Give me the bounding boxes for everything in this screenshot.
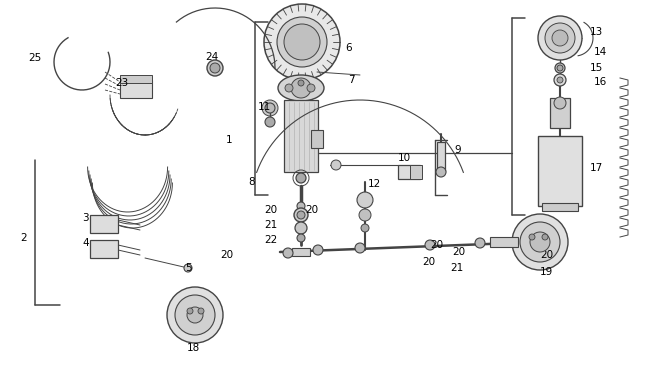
Text: 16: 16: [594, 77, 607, 87]
Circle shape: [425, 240, 435, 250]
Circle shape: [265, 117, 275, 127]
Text: 23: 23: [115, 78, 128, 88]
Circle shape: [542, 234, 548, 240]
Bar: [120, 75, 152, 83]
Text: 10: 10: [398, 153, 411, 163]
Text: 25: 25: [28, 53, 41, 63]
Bar: [292, 248, 310, 256]
Circle shape: [265, 103, 275, 113]
Text: 22: 22: [264, 235, 278, 245]
Circle shape: [357, 192, 373, 208]
Bar: [90, 240, 118, 258]
Circle shape: [331, 160, 341, 170]
Circle shape: [554, 97, 566, 109]
Text: 1: 1: [226, 135, 233, 145]
Bar: [311, 130, 323, 148]
Circle shape: [187, 307, 203, 323]
Circle shape: [361, 224, 369, 232]
Circle shape: [210, 63, 220, 73]
Bar: [550, 98, 570, 128]
Text: 21: 21: [450, 263, 463, 273]
Circle shape: [296, 173, 306, 183]
Circle shape: [298, 80, 304, 86]
Circle shape: [557, 77, 563, 83]
Circle shape: [264, 4, 340, 80]
Text: 20: 20: [264, 205, 277, 215]
Circle shape: [555, 63, 565, 73]
Circle shape: [552, 30, 568, 46]
Circle shape: [520, 222, 560, 262]
Bar: [410, 165, 422, 179]
Bar: [490, 237, 518, 247]
Circle shape: [187, 308, 193, 314]
Circle shape: [529, 234, 535, 240]
Circle shape: [538, 16, 582, 60]
Text: 11: 11: [258, 102, 271, 112]
Circle shape: [184, 264, 192, 272]
Circle shape: [355, 243, 365, 253]
Circle shape: [530, 232, 550, 252]
Circle shape: [313, 245, 323, 255]
Circle shape: [207, 60, 223, 76]
Ellipse shape: [278, 75, 324, 101]
Text: 20: 20: [305, 205, 318, 215]
Circle shape: [554, 74, 566, 86]
Text: 19: 19: [540, 267, 553, 277]
Text: 6: 6: [345, 43, 352, 53]
Circle shape: [557, 65, 563, 71]
Circle shape: [198, 308, 204, 314]
Circle shape: [277, 17, 327, 67]
Bar: [398, 165, 420, 179]
Circle shape: [545, 23, 575, 53]
Bar: [542, 203, 578, 211]
Circle shape: [175, 295, 215, 335]
Text: 14: 14: [594, 47, 607, 57]
Circle shape: [262, 100, 278, 116]
Bar: [538, 136, 582, 206]
Bar: [120, 80, 152, 98]
Text: 17: 17: [590, 163, 603, 173]
Text: 13: 13: [590, 27, 603, 37]
Text: 20: 20: [430, 240, 443, 250]
Bar: [437, 142, 445, 172]
Circle shape: [475, 238, 485, 248]
Circle shape: [297, 211, 305, 219]
Circle shape: [297, 202, 305, 210]
Circle shape: [283, 248, 293, 258]
Text: 20: 20: [422, 257, 435, 267]
Circle shape: [436, 167, 446, 177]
Text: 8: 8: [248, 177, 255, 187]
Text: 9: 9: [454, 145, 461, 155]
Circle shape: [284, 24, 320, 60]
Text: 18: 18: [187, 343, 200, 353]
Circle shape: [512, 214, 568, 270]
Bar: [284, 100, 318, 172]
Circle shape: [359, 209, 371, 221]
Text: 3: 3: [82, 213, 88, 223]
Text: 20: 20: [220, 250, 233, 260]
Text: 7: 7: [348, 75, 355, 85]
Text: 15: 15: [590, 63, 603, 73]
Circle shape: [285, 84, 293, 92]
Text: 4: 4: [82, 238, 88, 248]
Text: 21: 21: [264, 220, 278, 230]
Circle shape: [295, 222, 307, 234]
Circle shape: [294, 208, 308, 222]
Text: 12: 12: [368, 179, 382, 189]
Circle shape: [307, 84, 315, 92]
Text: 20: 20: [540, 250, 553, 260]
Text: 20: 20: [452, 247, 465, 257]
Circle shape: [291, 78, 311, 98]
Text: 2: 2: [20, 233, 27, 243]
Circle shape: [167, 287, 223, 343]
Text: 24: 24: [205, 52, 218, 62]
Circle shape: [297, 234, 305, 242]
Bar: [90, 215, 118, 233]
Text: 5: 5: [185, 263, 192, 273]
